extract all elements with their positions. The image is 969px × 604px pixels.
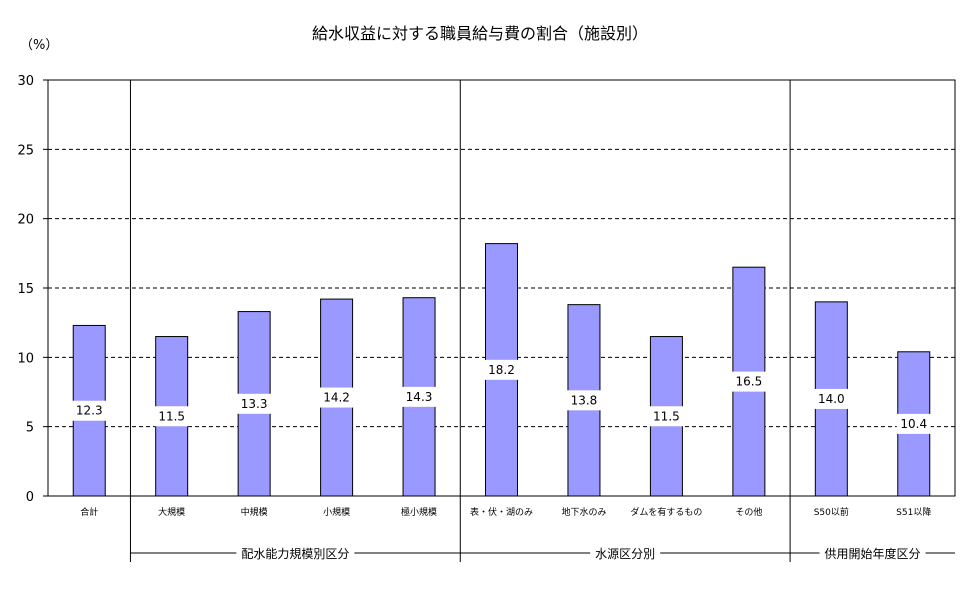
category-label: S50以前 [814, 506, 849, 518]
category-label: 極小規模 [401, 506, 437, 518]
data-label-bg [484, 359, 519, 380]
category-label: 小規模 [323, 507, 350, 518]
category-label: その他 [735, 506, 762, 518]
data-label: 10.4 [900, 417, 927, 431]
data-label-bg [237, 393, 272, 414]
group-label: 水源区分別 [595, 547, 655, 561]
data-label-bg [896, 413, 931, 434]
data-label-bg [154, 406, 189, 427]
y-tick-label: 25 [17, 143, 34, 158]
category-label: 大規模 [158, 506, 185, 518]
y-tick-label: 30 [17, 74, 34, 89]
data-label-bg [566, 390, 601, 411]
data-label-bg [649, 406, 684, 427]
data-label: 11.5 [158, 409, 185, 423]
group-label: 配水能力規模別区分 [241, 546, 349, 561]
y-unit-label: （%） [20, 38, 58, 53]
data-label-bg [72, 400, 107, 421]
data-label-bg [319, 387, 354, 408]
category-label: 表・伏・湖のみ [470, 506, 533, 518]
data-label: 16.5 [736, 375, 763, 389]
y-tick-label: 5 [26, 421, 34, 436]
data-label: 14.0 [818, 392, 845, 406]
group-label: 供用開始年度区分 [825, 546, 921, 561]
category-label: 中規模 [241, 506, 268, 518]
y-tick-label: 10 [17, 351, 34, 366]
y-tick-label: 15 [17, 282, 34, 297]
chart-title: 給水収益に対する職員給与費の割合（施設別） [312, 24, 648, 43]
y-tick-label: 0 [26, 490, 34, 505]
data-label-bg [402, 386, 437, 407]
category-label: 合計 [80, 506, 98, 518]
y-tick-label: 20 [17, 213, 34, 228]
data-label: 18.2 [488, 363, 515, 377]
data-label: 11.5 [653, 409, 680, 423]
category-label: S51以降 [896, 506, 931, 518]
data-label-bg [814, 388, 849, 409]
category-label: 地下水のみ [561, 506, 606, 518]
data-label: 14.2 [323, 391, 350, 405]
data-label-bg [731, 371, 766, 392]
category-label: ダムを有するもの [630, 506, 702, 518]
data-label: 12.3 [76, 404, 103, 418]
data-label: 13.3 [241, 397, 268, 411]
data-label: 14.3 [406, 390, 433, 404]
data-label: 13.8 [571, 393, 598, 407]
